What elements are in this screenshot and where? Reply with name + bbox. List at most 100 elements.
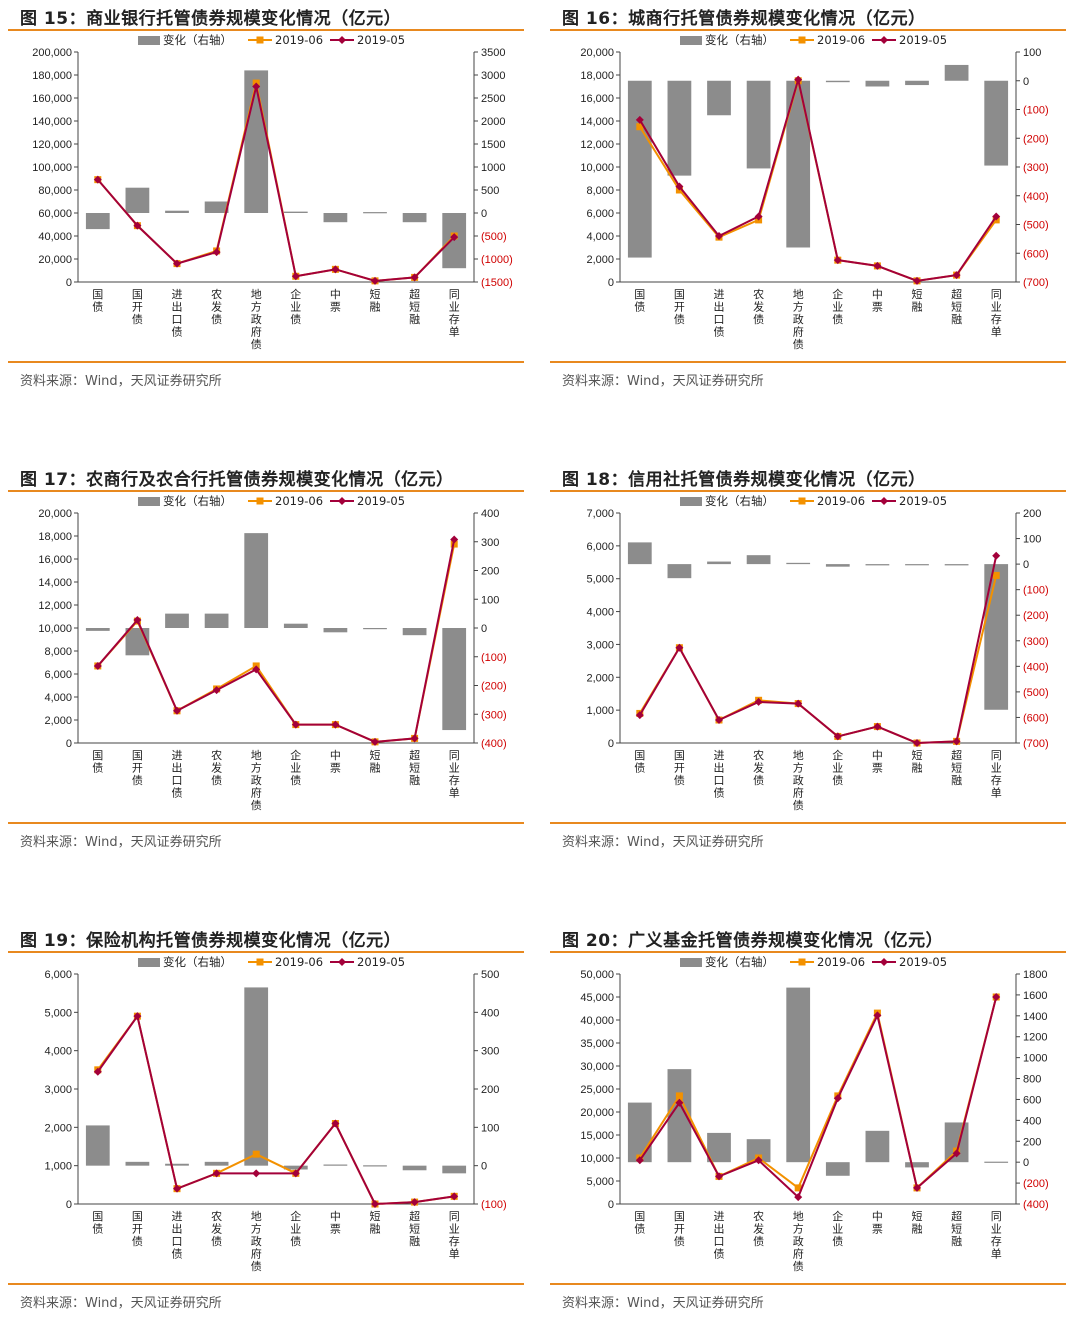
change-bar (125, 1161, 150, 1166)
category-label: 企业债 (290, 287, 301, 326)
right-tick-label: (100) (481, 1199, 507, 1211)
change-bar (825, 564, 850, 567)
left-tick-label: 6,000 (44, 669, 72, 681)
category-label: 同业存单 (991, 1210, 1002, 1261)
left-tick-label: 8,000 (586, 185, 614, 197)
series-2019-05-point (952, 737, 961, 746)
left-tick-label: 16,000 (38, 554, 72, 566)
legend-2019-06-marker (256, 497, 264, 505)
series-2019-05-line (638, 555, 998, 745)
change-bar (825, 80, 850, 83)
change-bar (165, 613, 189, 628)
category-label: 短融 (370, 1209, 381, 1236)
change-bar (667, 564, 692, 579)
change-bar (204, 1161, 229, 1166)
legend-bar-label: 变化（右轴） (705, 956, 774, 969)
change-bar (905, 80, 929, 86)
series-2019-05-point (450, 1192, 459, 1201)
right-tick-label: 0 (481, 208, 487, 220)
change-bar (244, 987, 269, 1166)
series-2019-06-point (992, 571, 1000, 579)
legend-bar-swatch (138, 958, 160, 967)
chart-panel-20: 图 20：广义基金托管债券规模变化情况（亿元） 0 5,000 10,000 15,0… (550, 922, 1066, 1322)
right-tick-label: (700) (1023, 277, 1049, 289)
change-bar (825, 1162, 850, 1176)
series-2019-06-point (794, 1184, 802, 1192)
legend-2019-06-marker (798, 958, 806, 966)
right-tick-label: (1500) (481, 277, 513, 289)
change-bar (707, 1132, 731, 1163)
category-label: 国债 (634, 749, 645, 775)
category-label: 企业债 (290, 1209, 301, 1248)
series-2019-06-point (675, 1092, 683, 1100)
title-rule (550, 951, 1066, 953)
left-tick-label: 0 (608, 277, 614, 289)
right-tick-label: 1200 (1023, 1032, 1047, 1044)
series-2019-05-point (331, 720, 340, 729)
category-label: 进出口债 (714, 1210, 725, 1261)
chart-svg: 0 20,000 40,000 60,000 80,000 100,000 120,000 1… (32, 34, 513, 351)
category-label: 企业债 (832, 287, 843, 326)
right-tick-label: (200) (481, 681, 507, 693)
change-bar (244, 533, 269, 628)
right-tick-label: 100 (1023, 47, 1041, 59)
right-tick-label: 100 (1023, 534, 1041, 546)
category-label: 中票 (330, 749, 341, 775)
series-2019-05-point (873, 261, 882, 270)
source-rule (550, 1283, 1066, 1285)
right-tick-label: (100) (481, 652, 507, 664)
series-2019-05-point (291, 720, 300, 729)
change-bar (283, 623, 308, 628)
legend-2019-05-label: 2019-05 (357, 495, 405, 508)
source-note: 资料来源：Wind，天风证券研究所 (20, 835, 222, 850)
series-2019-05-line (638, 79, 998, 282)
legend-bar-label: 变化（右轴） (705, 495, 774, 508)
series-2019-05-point (252, 1169, 261, 1178)
right-tick-label: (400) (1023, 661, 1049, 673)
left-tick-label: 15,000 (580, 1130, 614, 1142)
right-tick-label: (400) (1023, 1199, 1049, 1211)
change-bar (746, 1139, 771, 1163)
right-tick-label: 200 (1023, 508, 1041, 520)
chart-panel-19: 图 19：保险机构托管债券规模变化情况（亿元） 0 1,000 2,000 3,000… (8, 922, 524, 1322)
series-2019-05-point (212, 1169, 221, 1178)
category-label: 国开债 (132, 1210, 143, 1248)
series-2019-05-point (873, 722, 882, 731)
series-2019-05-point (794, 699, 803, 708)
change-bar (667, 80, 692, 176)
category-label: 地方政府债 (793, 749, 804, 812)
series-2019-05-point (93, 175, 102, 184)
right-tick-label: 2000 (481, 116, 505, 128)
change-bar (165, 210, 189, 213)
series-2019-05-point (291, 1169, 300, 1178)
series-2019-05-point (675, 1098, 684, 1107)
left-tick-label: 20,000 (38, 254, 72, 266)
series-2019-05-point (913, 276, 921, 285)
legend-2019-05-label: 2019-05 (899, 495, 947, 508)
left-tick-label: 20,000 (580, 47, 614, 59)
right-tick-label: 400 (1023, 1115, 1041, 1127)
series-2019-05-point (675, 643, 684, 652)
change-bar (402, 1165, 427, 1171)
chart-svg: 0 2,000 4,000 6,000 8,000 10,000 12,000 14,000 1… (38, 495, 507, 812)
left-tick-label: 5,000 (44, 1007, 72, 1019)
right-tick-label: 2500 (481, 93, 505, 105)
chart-title: 图 16：城商行托管债券规模变化情况（亿元） (562, 9, 926, 29)
series-2019-05-point (913, 1183, 921, 1192)
category-label: 国开债 (132, 749, 143, 787)
right-tick-label: (400) (1023, 191, 1049, 203)
title-rule (550, 490, 1066, 492)
series-2019-05-point (873, 1011, 882, 1020)
category-label: 地方政府债 (793, 288, 804, 351)
left-tick-label: 5,000 (586, 574, 614, 586)
series-2019-05-point (173, 259, 181, 268)
change-bar (363, 1165, 387, 1167)
right-tick-label: 200 (1023, 1136, 1041, 1148)
category-label: 地方政府债 (251, 749, 262, 812)
title-rule (550, 29, 1066, 31)
series-2019-05-point (410, 273, 419, 282)
series-2019-05-point (952, 1149, 961, 1158)
chart-panel-17: 图 17：农商行及农合行托管债券规模变化情况（亿元） 0 2,000 4,000 6,… (8, 461, 524, 861)
chart-svg: 0 1,000 2,000 3,000 4,000 5,000 6,000 7,000 (700… (586, 495, 1049, 812)
right-tick-label: (500) (1023, 220, 1049, 232)
